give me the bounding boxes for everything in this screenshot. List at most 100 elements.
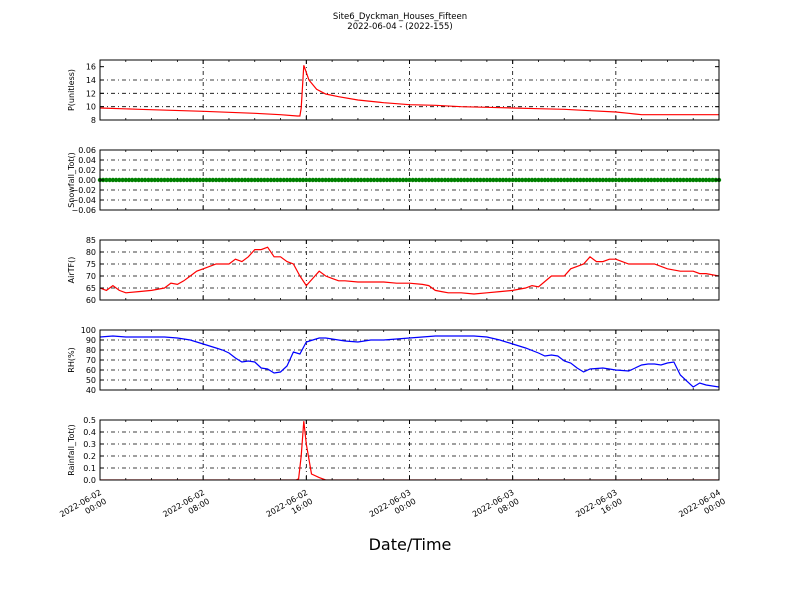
data-point <box>220 177 225 183</box>
data-point <box>491 177 496 183</box>
data-point <box>681 177 686 183</box>
data-point <box>539 177 544 183</box>
data-point <box>545 177 551 183</box>
y-tick-label: 14 <box>86 76 96 85</box>
data-point <box>494 177 499 183</box>
data-point <box>581 177 586 183</box>
data-point <box>691 177 696 183</box>
data-point <box>700 177 706 183</box>
data-point <box>487 177 493 183</box>
data-point <box>136 177 141 183</box>
data-point <box>365 177 370 183</box>
y-axis-label: RH(%) <box>67 347 76 372</box>
data-point <box>510 177 515 183</box>
data-point <box>426 177 431 183</box>
data-point <box>381 177 386 183</box>
data-point <box>610 177 615 183</box>
data-point <box>604 177 609 183</box>
data-point <box>636 177 641 183</box>
y-axis-label: P(unitless) <box>67 69 76 111</box>
y-tick-label: 0.3 <box>83 440 96 449</box>
data-point <box>333 177 338 183</box>
data-point <box>613 177 618 183</box>
data-point <box>552 177 557 183</box>
data-point <box>126 177 132 183</box>
subplot-5: 0.0 0.1 0.2 0.3 0.4 0.5 Rainfall_Tot() <box>67 416 720 485</box>
y-tick-label: 10 <box>86 103 96 112</box>
data-point <box>162 177 167 183</box>
data-point <box>310 177 315 183</box>
data-point <box>616 177 622 183</box>
y-tick-label: 80 <box>86 346 96 355</box>
data-point <box>404 177 409 183</box>
data-point <box>413 177 419 183</box>
y-axis-label: Rainfall_Tot() <box>67 424 76 476</box>
data-point <box>204 177 209 183</box>
data-point <box>394 177 399 183</box>
data-point <box>678 177 683 183</box>
data-point <box>323 177 328 183</box>
data-point <box>420 177 425 183</box>
data-point <box>207 177 212 183</box>
y-tick-label: 0.06 <box>78 146 96 155</box>
data-point <box>578 177 583 183</box>
x-axis-label: Date/Time <box>369 535 452 554</box>
data-point <box>568 177 573 183</box>
data-point <box>113 177 119 183</box>
data-point <box>571 177 577 183</box>
data-point <box>165 177 170 183</box>
data-point <box>217 177 222 183</box>
data-point <box>633 177 638 183</box>
data-point <box>281 177 286 183</box>
y-tick-label: 60 <box>86 296 96 305</box>
data-point <box>130 177 135 183</box>
data-point <box>594 177 599 183</box>
x-tick-label: 2022-06-0316:00 <box>574 488 624 528</box>
data-point <box>197 177 203 183</box>
data-point <box>194 177 199 183</box>
data-point <box>168 177 174 183</box>
data-point <box>313 177 319 183</box>
data-point <box>526 177 531 183</box>
y-tick-label: 12 <box>86 89 96 98</box>
y-tick-label: 0.2 <box>83 452 96 461</box>
data-point <box>278 177 283 183</box>
data-point <box>429 177 435 183</box>
y-tick-label: 85 <box>86 236 96 245</box>
data-point <box>497 177 502 183</box>
x-tick-label: 2022-06-0400:00 <box>677 488 727 528</box>
data-point <box>155 177 161 183</box>
data-point <box>388 177 393 183</box>
data-point <box>662 177 667 183</box>
data-point <box>645 177 651 183</box>
data-point <box>462 177 467 183</box>
subplot-3: 60 65 70 75 80 85 AirTF() <box>67 236 720 305</box>
subplot-2: −0.06−0.04−0.020.000.020.040.06Snowfall_… <box>67 146 722 215</box>
data-point <box>326 177 332 183</box>
data-point <box>710 177 715 183</box>
data-point <box>294 177 299 183</box>
data-point <box>249 177 254 183</box>
data-point <box>591 177 596 183</box>
data-point <box>210 177 215 183</box>
y-tick-label: 0.4 <box>83 428 96 437</box>
data-point <box>400 177 406 183</box>
y-tick-label: 0.00 <box>78 176 96 185</box>
series-line-5 <box>100 421 719 480</box>
data-point <box>336 177 341 183</box>
data-point <box>433 177 438 183</box>
data-point <box>442 177 448 183</box>
data-point <box>175 177 180 183</box>
y-tick-label: 75 <box>86 260 96 269</box>
data-point <box>233 177 238 183</box>
y-tick-label: 50 <box>86 376 96 385</box>
data-point <box>271 177 277 183</box>
data-point <box>668 177 673 183</box>
data-point <box>658 177 664 183</box>
data-point <box>513 177 519 183</box>
data-point <box>674 177 680 183</box>
data-point <box>223 177 228 183</box>
y-tick-label: 90 <box>86 336 96 345</box>
data-point <box>423 177 428 183</box>
